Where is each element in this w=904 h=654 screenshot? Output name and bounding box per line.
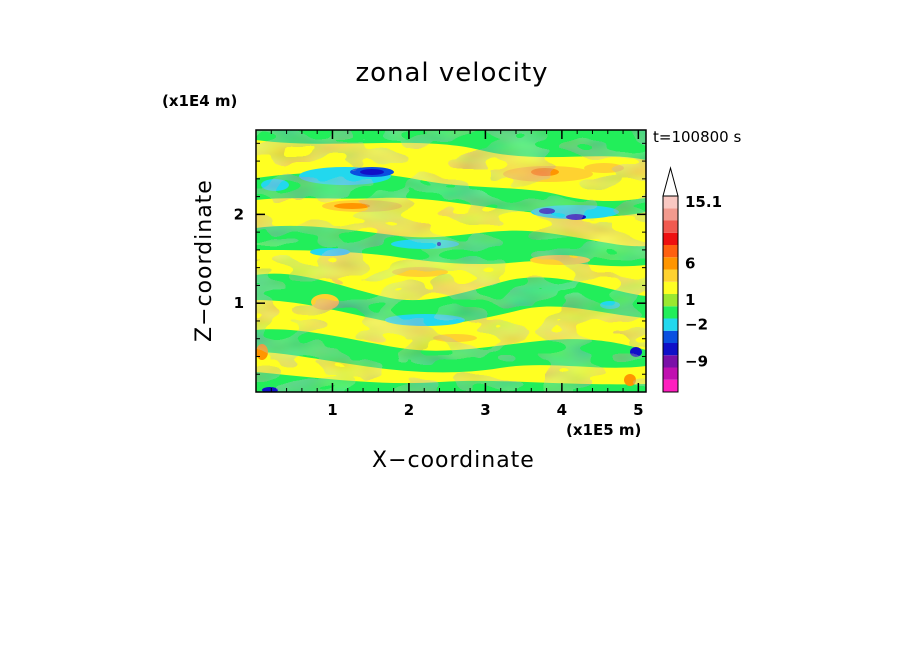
colorbar-frame (662, 195, 679, 393)
x-tick-label: 4 (557, 401, 567, 419)
y-tick-label: 1 (234, 294, 244, 312)
colorbar-label: 1 (685, 291, 695, 309)
y-tick-label: 2 (234, 205, 244, 223)
colorbar-swatch (663, 257, 678, 270)
colorbar-arrow (662, 166, 679, 197)
colorbar-label: 15.1 (685, 193, 722, 211)
colorbar-swatch (663, 245, 678, 258)
x-tick-label: 1 (327, 401, 337, 419)
colorbar-swatch (663, 379, 678, 392)
colorbar-swatch (663, 330, 678, 343)
plot-frame (255, 129, 647, 393)
colorbar-swatch (663, 294, 678, 307)
colorbar-label: 6 (685, 254, 695, 272)
colorbar-swatch (663, 367, 678, 380)
colorbar-label: −9 (685, 352, 708, 370)
colorbar: 15.1 6 1 −2 −9 (662, 166, 722, 393)
colorbar-swatch (663, 306, 678, 319)
x-unit-label: (x1E5 m) (566, 421, 642, 439)
colorbar-swatch (663, 220, 678, 233)
x-axis-label: X−coordinate (372, 448, 535, 473)
x-tick-label: 2 (404, 401, 414, 419)
colorbar-swatch (663, 232, 678, 245)
chart-title: zonal velocity (355, 58, 549, 88)
time-label: t=100800 s (653, 128, 742, 146)
colorbar-swatch (663, 343, 678, 356)
colorbar-swatch (663, 355, 678, 368)
minor-ticks (256, 130, 646, 392)
y-unit-label: (x1E4 m) (162, 92, 238, 110)
colorbar-swatch (663, 318, 678, 331)
velocity-field (256, 130, 646, 392)
colorbar-swatch (663, 208, 678, 221)
colorbar-swatch (663, 281, 678, 294)
colorbar-label: −2 (685, 316, 708, 334)
colorbar-swatch (663, 269, 678, 282)
x-tick-label: 3 (480, 401, 490, 419)
x-tick-label: 5 (633, 401, 643, 419)
colorbar-swatch (663, 196, 678, 209)
